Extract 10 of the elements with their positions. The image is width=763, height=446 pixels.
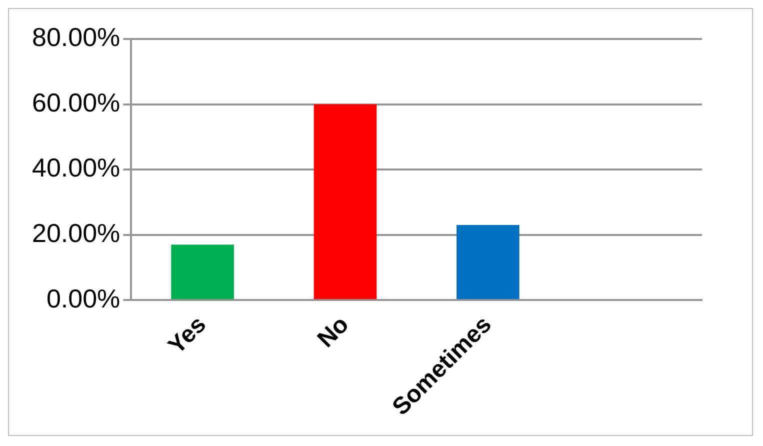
x-tick-label: Yes [163, 311, 212, 360]
y-tick-label: 80.00% [32, 22, 120, 52]
bar [456, 225, 520, 300]
bar [171, 244, 234, 300]
x-tick-label: No [312, 311, 354, 353]
y-tick-label: 0.00% [46, 283, 120, 314]
y-tick-label: 60.00% [32, 87, 120, 118]
y-tick-label: 40.00% [32, 152, 120, 183]
y-tick-label: 20.00% [32, 218, 120, 248]
bar [314, 104, 377, 300]
